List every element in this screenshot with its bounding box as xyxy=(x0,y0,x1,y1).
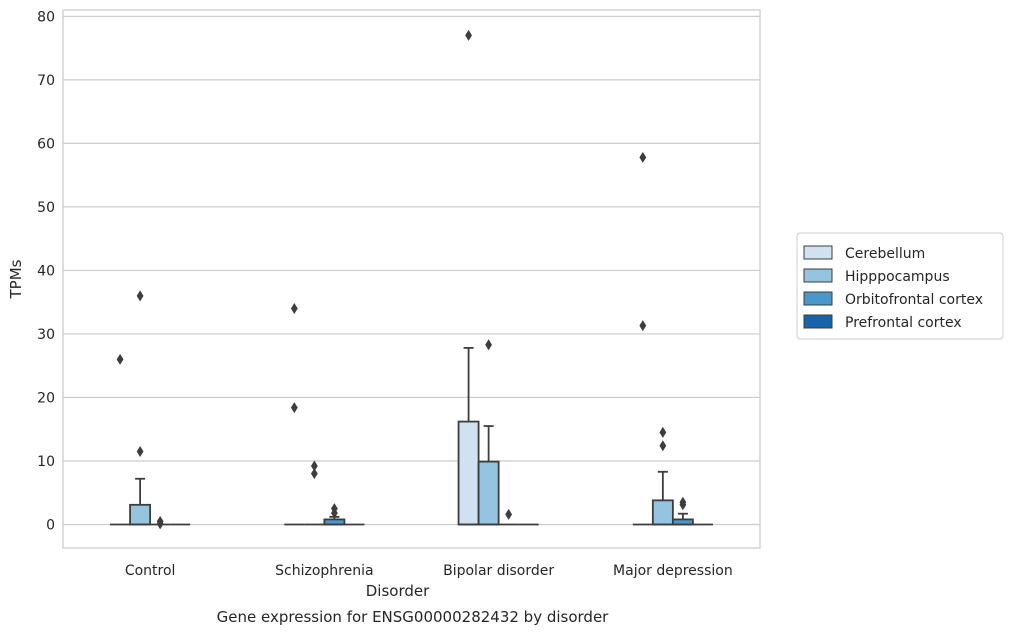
legend-swatch xyxy=(803,245,833,260)
x-axis: Control Schizophrenia Bipolar disorder Majo… xyxy=(125,563,733,579)
y-tick-label: 50 xyxy=(37,200,55,216)
outlier-point xyxy=(136,445,144,457)
box-cerebellum xyxy=(632,151,653,526)
outlier-point xyxy=(679,499,687,511)
x-tick-label: Control xyxy=(125,563,176,579)
outlier-point xyxy=(505,508,513,520)
legend-label: Cerebellum xyxy=(845,246,925,262)
box-cerebellum xyxy=(284,303,305,526)
y-tick-label: 70 xyxy=(37,73,55,89)
box-series xyxy=(110,29,713,530)
outlier-point xyxy=(485,339,493,351)
y-tick-label: 60 xyxy=(37,136,55,152)
legend-swatch xyxy=(803,268,833,283)
outlier-point xyxy=(659,440,667,452)
legend-swatch xyxy=(803,314,833,329)
x-axis-label: Disorder xyxy=(366,582,430,600)
box-body xyxy=(129,503,152,526)
box-hipppocampus xyxy=(477,339,500,526)
y-axis: 0 10 20 30 40 50 60 70 80 xyxy=(37,9,55,533)
outlier-point xyxy=(310,468,318,480)
y-tick-label: 20 xyxy=(37,390,55,406)
outlier-point xyxy=(290,303,298,315)
box-orbitofrontal-cortex xyxy=(323,503,346,526)
outlier-point xyxy=(659,426,667,438)
box-orbitofrontal-cortex xyxy=(498,508,519,526)
legend: Cerebellum Hipppocampus Orbitofrontal cort… xyxy=(796,232,1004,340)
x-tick-label: Bipolar disorder xyxy=(443,563,554,579)
box-orbitofrontal-cortex xyxy=(150,515,171,530)
y-tick-label: 40 xyxy=(37,263,55,279)
plot-frame xyxy=(62,9,761,549)
grid-lines xyxy=(63,15,760,526)
outlier-point xyxy=(156,518,164,530)
outlier-point xyxy=(310,460,318,472)
legend-label: Orbitofrontal cortex xyxy=(845,292,983,308)
outlier-point xyxy=(639,320,647,332)
outlier-point xyxy=(639,151,647,163)
outlier-point xyxy=(116,353,124,365)
outlier-point xyxy=(330,507,338,519)
box-body xyxy=(651,499,674,526)
legend-label: Prefrontal cortex xyxy=(845,315,962,331)
box-cerebellum xyxy=(457,29,480,526)
y-tick-label: 80 xyxy=(37,9,55,25)
box-hipppocampus xyxy=(304,460,325,526)
y-tick-label: 0 xyxy=(46,517,55,533)
outlier-point xyxy=(465,29,472,41)
outlier-point xyxy=(290,402,298,414)
legend-frame xyxy=(796,232,1004,340)
box-body xyxy=(457,420,480,526)
legend-label: Hipppocampus xyxy=(845,269,950,285)
outlier-point xyxy=(136,290,144,302)
y-tick-label: 10 xyxy=(37,454,55,470)
box-orbitofrontal-cortex xyxy=(671,496,694,526)
x-tick-label: Schizophrenia xyxy=(275,563,373,579)
box-hipppocampus xyxy=(129,290,152,526)
chart-title: Gene expression for ENSG00000282432 by d… xyxy=(217,608,610,626)
y-tick-label: 30 xyxy=(37,327,55,343)
box-cerebellum xyxy=(110,353,131,526)
box-hipppocampus xyxy=(651,426,674,526)
y-axis-label: TPMs xyxy=(7,259,25,299)
x-tick-label: Major depression xyxy=(613,563,733,579)
legend-swatch xyxy=(803,291,833,306)
box-body xyxy=(477,460,500,526)
